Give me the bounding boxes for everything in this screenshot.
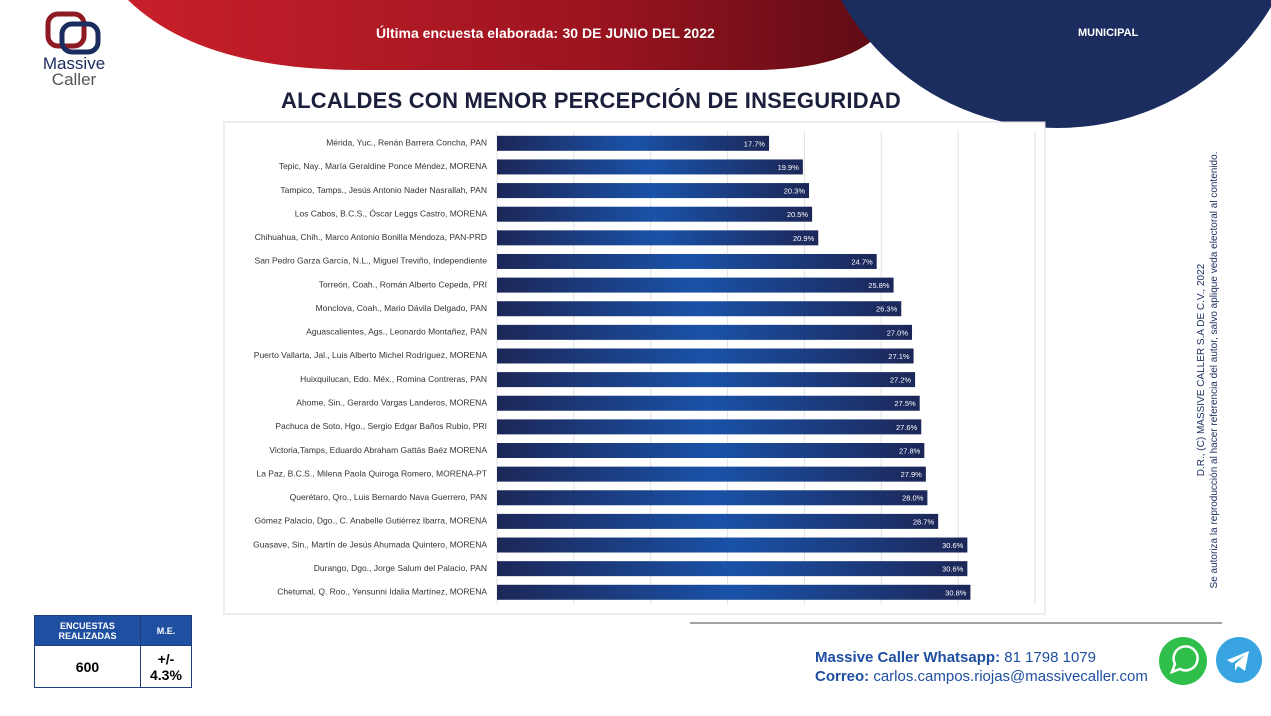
data-label: 28.7% — [913, 517, 935, 526]
bar — [497, 135, 770, 151]
bar — [497, 372, 916, 388]
data-label: 27.9% — [901, 470, 923, 479]
box-head-cell: ENCUESTAS REALIZADAS — [34, 615, 141, 646]
data-label: 24.7% — [851, 257, 873, 266]
chart-title: ALCALDES CON MENOR PERCEPCIÓN DE INSEGUR… — [281, 88, 901, 113]
data-label: 30.6% — [942, 565, 964, 574]
data-label: 26.3% — [876, 305, 898, 314]
y-tick-label: Los Cabos, B.C.S., Óscar Leggs Castro, M… — [295, 208, 488, 218]
data-label: 17.7% — [744, 139, 766, 148]
data-label: 20.9% — [793, 234, 815, 243]
bar — [497, 443, 925, 459]
contact-line: Correo: carlos.campos.riojas@massivecall… — [815, 667, 1148, 686]
bar — [497, 466, 926, 482]
y-tick-label: Mérida, Yuc., Renán Barrera Concha, PAN — [326, 138, 487, 148]
navy-circle — [841, 0, 1271, 128]
bar — [497, 301, 902, 317]
y-tick-label: San Pedro Garza García, N.L., Miguel Tre… — [255, 256, 488, 266]
y-tick-label: Durango, Dgo., Jorge Salum del Palacio, … — [314, 563, 487, 573]
data-label: 19.9% — [778, 163, 800, 172]
bar — [497, 324, 913, 340]
data-label: 30.8% — [945, 588, 967, 597]
data-label: 20.3% — [784, 187, 806, 196]
red-banner — [128, 0, 900, 70]
box-cell: 600 — [34, 645, 141, 688]
y-tick-label: Ahome, Sin., Gerardo Vargas Landeros, MO… — [296, 397, 487, 407]
bar — [497, 561, 968, 577]
bar — [497, 183, 810, 199]
y-tick-label: Gómez Palacio, Dgo., C. Anabelle Gutiérr… — [255, 516, 488, 526]
contact-label: Massive Caller Whatsapp: — [815, 649, 1001, 666]
data-label: 30.6% — [942, 541, 964, 550]
bar — [497, 537, 968, 553]
y-tick-label: Monclova, Coah., Mario Dávila Delgado, P… — [316, 303, 487, 313]
bar — [497, 513, 939, 529]
logo-line: Massive — [42, 54, 106, 73]
bar — [497, 490, 928, 506]
y-tick-label: Huixquilucan, Edo. Méx., Romina Contrera… — [300, 374, 487, 384]
box-head: ENCUESTAS REALIZADAS M.E. — [34, 615, 193, 646]
bar — [497, 253, 877, 269]
y-tick-label: Tampico, Tamps., Jesús Antonio Nader Nas… — [280, 185, 487, 195]
contact-line: Massive Caller Whatsapp: 81 1798 1079 — [815, 648, 1148, 667]
header-date: 30 DE JUNIO DEL 2022 — [562, 25, 715, 41]
y-tick-label: La Paz, B.C.S., Milena Paola Quiroga Rom… — [256, 468, 487, 478]
contact-value: 81 1798 1079 — [1004, 649, 1096, 666]
logo-line: Caller — [51, 70, 97, 89]
y-tick-label: Victoria,Tamps, Eduardo Abraham Gattás B… — [269, 445, 487, 455]
survey-box: ENCUESTAS REALIZADAS M.E. 600 +/- 4.3% — [34, 615, 193, 688]
whatsapp-glyph — [1169, 645, 1199, 675]
data-label: 27.0% — [887, 328, 909, 337]
box-row: 600 +/- 4.3% — [34, 645, 193, 688]
y-tick-label: Puerto Vallarta, Jal., Luis Alberto Mich… — [254, 350, 488, 360]
bar — [497, 419, 922, 435]
bar — [497, 159, 803, 175]
bar — [497, 277, 894, 293]
side-note-text: D.R., (C) MASSIVE CALLER S.A DE C.V., 20… — [1195, 152, 1221, 589]
bar — [497, 348, 914, 364]
contact: Massive Caller Whatsapp: 81 1798 1079 Co… — [815, 648, 1148, 686]
box-head-cell: M.E. — [139, 615, 193, 646]
contact-value: carlos.campos.riojas@massivecaller.com — [873, 668, 1148, 685]
data-label: 27.5% — [894, 399, 916, 408]
telegram-glyph — [1227, 651, 1249, 671]
data-label: 27.2% — [890, 376, 912, 385]
bar — [497, 206, 813, 222]
side-line: Se autoriza la reproducción al hacer ref… — [1209, 151, 1220, 589]
bar — [497, 584, 971, 600]
y-tick-label: Chihuahua, Chih., Marco Antonio Bonilla … — [255, 232, 487, 242]
contact-label: Correo: — [815, 668, 870, 685]
header-label: Última encuesta elaborada: — [376, 25, 559, 41]
data-label: 28.0% — [902, 494, 924, 503]
y-tick-label: Chetumal, Q. Roo., Yensunni Idalia Martí… — [277, 587, 487, 597]
data-label: 20.5% — [787, 210, 809, 219]
bar — [497, 230, 819, 246]
y-tick-label: Aguascalientes, Ags., Leonardo Montañez,… — [306, 327, 487, 337]
bar — [497, 395, 920, 411]
chart-frame — [223, 121, 1046, 615]
data-label: 27.8% — [899, 446, 921, 455]
y-tick-label: Pachuca de Soto, Hgo., Sergio Edgar Baño… — [275, 421, 487, 431]
data-label: 27.6% — [896, 423, 918, 432]
data-label: 25.8% — [868, 281, 890, 290]
box-cell: +/- 4.3% — [139, 645, 193, 688]
telegram-icon — [1216, 637, 1262, 683]
y-tick-label: Guasave, Sin., Martín de Jesús Ahumada Q… — [253, 539, 487, 549]
y-tick-label: Torreón, Coah., Román Alberto Cepeda, PR… — [319, 279, 487, 289]
logo-icon — [45, 11, 101, 55]
data-label: 27.1% — [888, 352, 910, 361]
y-tick-label: Querétaro, Qro., Luis Bernardo Nava Guer… — [290, 492, 487, 502]
logo-text: Massive Caller — [36, 54, 112, 89]
section: MUNICIPAL — [1078, 27, 1139, 39]
y-tick-label: Tepic, Nay., María Geraldine Ponce Ménde… — [279, 161, 488, 171]
header: Última encuesta elaborada: 30 DE JUNIO D… — [376, 25, 715, 43]
side-line: D.R., (C) MASSIVE CALLER S.A DE C.V., 20… — [1196, 263, 1207, 477]
